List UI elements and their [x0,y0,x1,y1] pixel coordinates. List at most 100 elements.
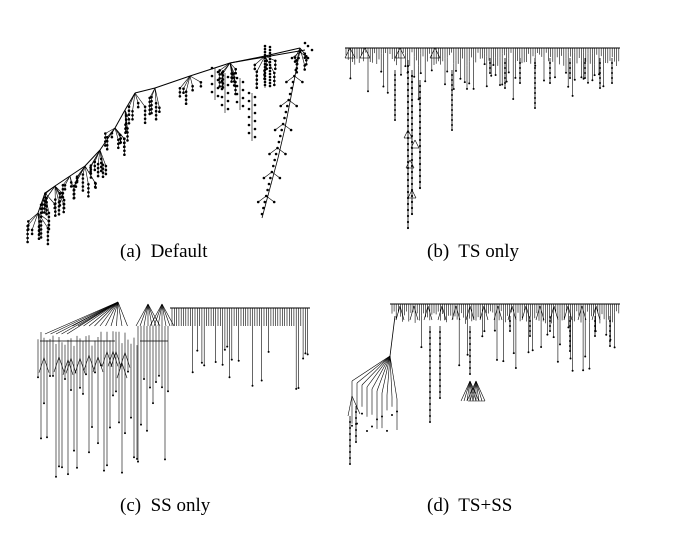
tree-edge [54,175,71,187]
tree-edge [44,192,50,213]
caption-ts-ss: (d) TS+SS [427,495,513,516]
tree-node [268,78,272,82]
tree-node [301,80,304,84]
tree-node [143,378,145,380]
tree-edge [88,355,95,371]
tree-edge [114,127,119,140]
tree-node [424,80,427,83]
tree-node [304,352,307,355]
tree-node [543,79,545,82]
tree-edge [347,395,353,417]
tree-node [599,87,601,89]
tree-edge [525,305,531,321]
tree-node [274,67,277,71]
tree-edge [539,305,545,321]
tree-node [501,83,504,86]
tree-node [609,345,611,347]
tree-node [268,60,272,64]
tree-node [277,140,281,144]
tree-node [268,66,272,70]
tree-node [127,122,131,125]
tree-node [214,361,217,363]
tree-edge [92,356,99,373]
tree-node [268,72,272,76]
tree-edge [37,212,49,222]
tree-node [124,432,126,435]
tree-node [305,63,308,66]
tree-node [81,189,85,192]
tree-edge [37,212,40,227]
tree-node [546,333,549,336]
tree-node [255,74,259,77]
tree-edge [43,357,50,373]
tree-edge [399,47,406,59]
tree-node [303,41,307,45]
tree-edge [27,212,39,227]
tree-node [404,65,407,68]
tree-node [587,81,589,84]
tree-node [124,122,128,125]
tree-edge [466,380,471,402]
tree-node [512,98,515,100]
tree-node [220,103,224,107]
tree-node [466,353,469,356]
tree-node [297,56,300,60]
tree-node [58,465,60,468]
tree-node [380,70,383,73]
tree-edge [274,123,284,131]
tree-node [483,63,486,66]
tree-node [26,240,29,244]
tree-edge [280,99,289,107]
tree-node [137,460,139,463]
tree-node [100,364,102,367]
tree-node [262,206,265,210]
tree-node [253,95,257,99]
tree-node [164,458,166,461]
tree-node [87,195,90,198]
tree-node [118,421,120,424]
tree-node [220,71,224,75]
tree-node [376,418,378,421]
tree-node [210,82,214,86]
tree-edge [266,195,275,203]
tree-node [493,329,496,332]
tree-edge [222,62,231,75]
tree-node [273,128,277,132]
tree-edge [577,305,583,321]
tree-node [582,369,585,372]
tree-edge [294,47,301,58]
tree-node [268,51,272,55]
tree-edge [423,305,429,321]
tree-node [106,464,108,467]
tree-node [468,82,471,85]
tree-edge [119,352,126,368]
tree-edge [139,303,149,327]
tree-node [268,54,272,58]
tree-node [247,107,251,111]
tree-edge [356,355,391,384]
tree-node [268,152,271,156]
tree-edge [351,355,391,382]
tree-node [268,81,272,85]
tree-node [504,87,506,89]
tree-edge [67,359,74,375]
tree-edge [82,165,86,175]
tree-edge [189,62,231,77]
tree-edge [134,87,156,94]
tree-node [247,123,251,127]
tree-edge [219,62,231,71]
tree-edge [62,359,69,375]
tree-edge [261,187,271,219]
tree-node [490,74,493,77]
tree-node [371,425,373,428]
tree-edge [50,301,119,335]
tree-node [381,415,383,418]
tree-node [228,376,231,379]
tree-edge [94,301,119,327]
tree-edge [83,301,119,327]
tree-node [255,78,259,81]
tree-edge [465,305,471,321]
tree-node [268,84,272,88]
tree-node [72,196,76,200]
tree-node [279,134,282,138]
